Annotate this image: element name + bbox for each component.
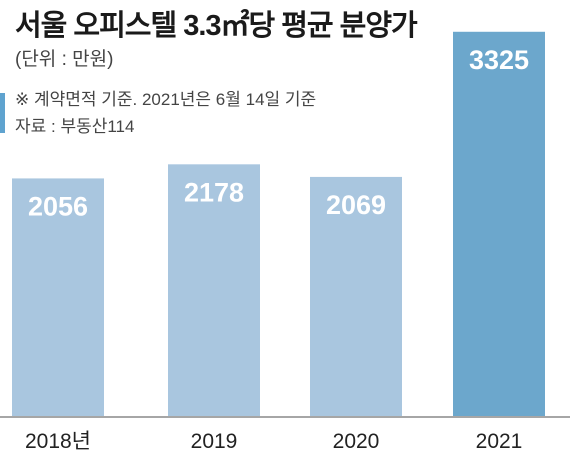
bar-2 (168, 164, 260, 416)
unit-label: (단위 : 만원) (15, 49, 114, 70)
bar-3 (310, 176, 402, 416)
x-tick-label-2: 2019 (191, 430, 238, 453)
x-tick-label-4: 2021 (476, 430, 523, 453)
data-label-3: 2069 (326, 190, 386, 220)
chart-title: 서울 오피스텔 3.3㎡당 평균 분양가 (15, 10, 418, 42)
x-tick-label-1: 2018년 (25, 430, 91, 453)
data-label-1: 2056 (28, 191, 88, 221)
data-label-4: 3325 (469, 45, 529, 75)
bar-4 (453, 31, 545, 417)
note-basis: ※ 계약면적 기준. 2021년은 6월 14일 기준 (15, 90, 317, 109)
data-label-2: 2178 (184, 177, 244, 207)
bar-1 (12, 178, 104, 416)
note-source: 자료 : 부동산114 (15, 117, 135, 136)
x-tick-label-3: 2020 (333, 430, 380, 453)
accent-bar (0, 93, 5, 133)
